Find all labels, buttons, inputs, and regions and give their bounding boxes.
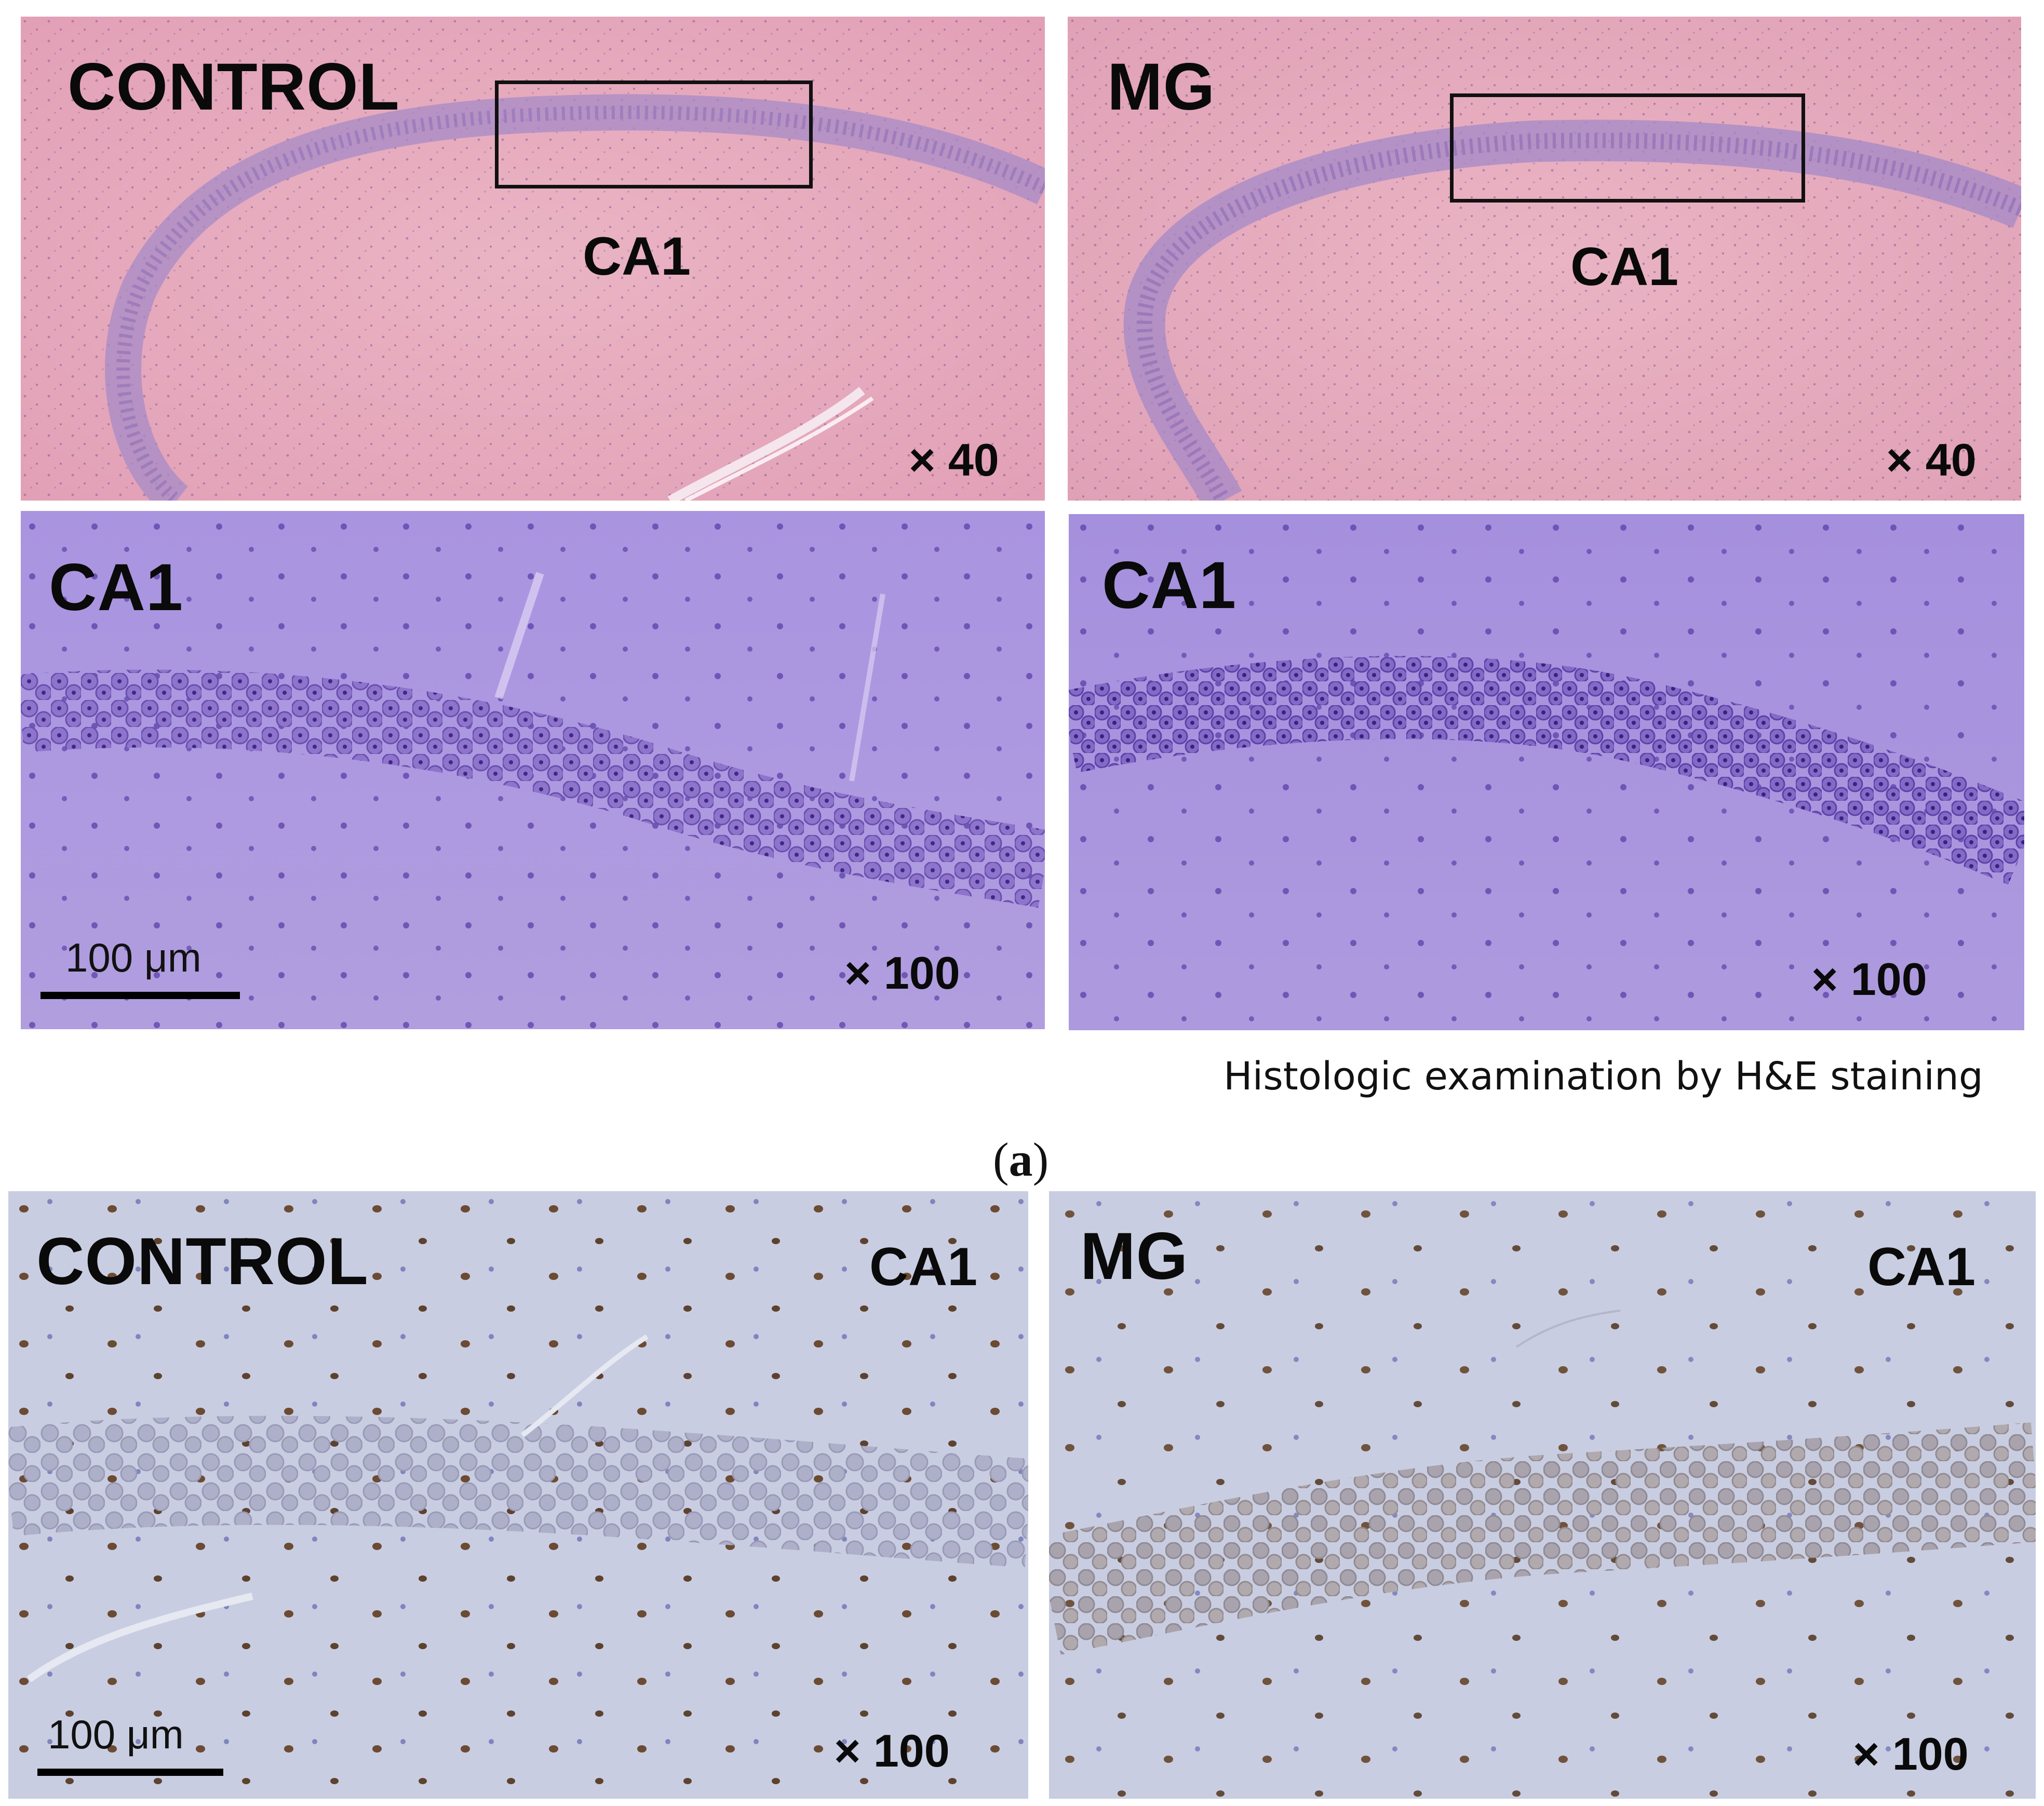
he-control-group-label: CONTROL xyxy=(68,50,400,124)
he-control-scale-bar-label: 100 μm xyxy=(65,935,201,980)
he-control-scale-bar: 100 μm xyxy=(41,935,240,999)
he-control-scale-bar-line xyxy=(41,992,240,999)
ihc-control-tissue-image xyxy=(8,1191,1028,1799)
he-control-x40-magnification: × 40 xyxy=(909,434,999,486)
ihc-control-ca1-label: CA1 xyxy=(869,1237,978,1297)
ihc-mg-tissue-image xyxy=(1049,1191,2036,1799)
ihc-mg-ca1-label: CA1 xyxy=(1867,1237,1976,1297)
he-control-x100-magnification: × 100 xyxy=(844,947,960,999)
he-control-x100-panel: CA1 × 100 100 μm xyxy=(21,511,1045,1029)
he-mg-x40-panel: MG CA1 × 40 xyxy=(1068,17,2021,501)
subfigure-label-letter: a xyxy=(1008,1133,1033,1186)
ihc-control-scale-bar: 100 μm xyxy=(37,1711,223,1776)
ihc-mg-magnification: × 100 xyxy=(1853,1728,1969,1780)
subfigure-label-close-paren: ) xyxy=(1032,1133,1049,1186)
ihc-control-scale-bar-label: 100 μm xyxy=(48,1711,184,1757)
he-mg-group-label: MG xyxy=(1107,50,1216,124)
he-control-ca1-roi-box xyxy=(495,80,813,188)
subfigure-label-a: (a) xyxy=(993,1132,1048,1187)
he-control-x40-tissue-image xyxy=(21,17,1045,501)
he-mg-x100-magnification: × 100 xyxy=(1811,953,1927,1005)
he-mg-x100-panel: CA1 × 100 xyxy=(1069,514,2024,1030)
ihc-control-panel: CONTROL CA1 × 100 100 μm xyxy=(8,1191,1028,1799)
he-mg-ca1-label: CA1 xyxy=(1570,237,1679,297)
he-mg-x100-ca1-label: CA1 xyxy=(1102,548,1237,623)
ihc-control-magnification: × 100 xyxy=(834,1725,950,1776)
he-staining-caption: Histologic examination by H&E staining xyxy=(1223,1054,1983,1099)
ihc-control-group-label: CONTROL xyxy=(36,1224,369,1299)
he-control-x40-panel: CONTROL CA1 × 40 xyxy=(21,17,1045,501)
he-control-x100-tissue-image xyxy=(21,511,1045,1029)
ihc-control-scale-bar-line xyxy=(37,1769,223,1776)
he-mg-x40-magnification: × 40 xyxy=(1886,434,1976,486)
he-mg-x100-tissue-image xyxy=(1069,514,2024,1030)
he-control-ca1-label: CA1 xyxy=(583,226,691,287)
he-mg-x40-tissue-image xyxy=(1068,17,2021,501)
he-control-x100-ca1-label: CA1 xyxy=(49,550,184,625)
ihc-mg-group-label: MG xyxy=(1080,1219,1189,1293)
subfigure-label-open-paren: ( xyxy=(993,1133,1009,1186)
he-mg-ca1-roi-box xyxy=(1450,93,1805,203)
ihc-mg-panel: MG CA1 × 100 xyxy=(1049,1191,2036,1799)
